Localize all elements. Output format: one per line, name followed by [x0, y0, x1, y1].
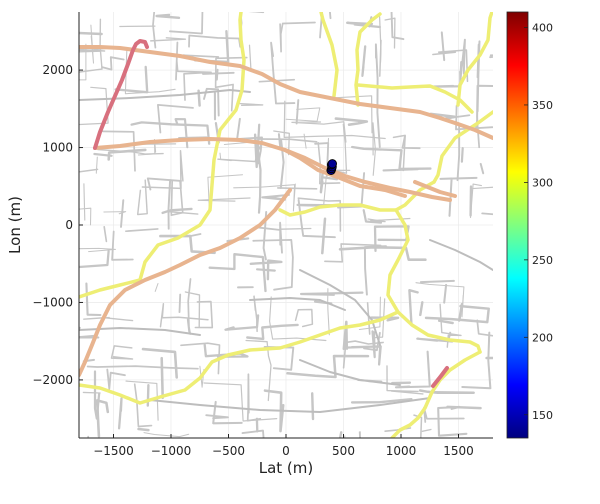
colorbar-tick-label: 150 [532, 409, 553, 422]
minor-road-path [220, 153, 221, 159]
x-tick-label: 1500 [443, 444, 474, 458]
minor-road-path [312, 393, 313, 419]
y-tick-label: 1000 [42, 141, 73, 155]
minor-road-path [281, 229, 311, 230]
minor-road-path [33, 327, 79, 379]
minor-road-path [83, 392, 100, 393]
x-tick-label: 1000 [386, 444, 417, 458]
colorbar-tick-label: 300 [532, 176, 553, 189]
data-point [328, 160, 336, 168]
x-tick-label: −1500 [93, 444, 134, 458]
y-tick-label: −1000 [32, 295, 73, 309]
minor-road-path [359, 432, 361, 464]
minor-road-path [257, 269, 275, 270]
colorbar: 150 200 250 300 350 400 [507, 12, 553, 438]
data-points [327, 160, 337, 175]
x-tick-labels: −1500 −1000 −500 0 500 1000 1500 [93, 444, 474, 458]
colorbar-tick-label: 350 [532, 99, 553, 112]
minor-road-path [162, 358, 163, 398]
colorbar-tick-label: 400 [532, 21, 553, 34]
minor-road-path [77, 33, 102, 34]
minor-road-path [139, 429, 149, 430]
y-tick-label: 0 [65, 218, 73, 232]
y-tick-label: −2000 [32, 373, 73, 387]
minor-road-path [180, 295, 181, 313]
minor-road-path [421, 281, 454, 282]
minor-road-path [462, 148, 463, 162]
minor-road-path [148, 385, 149, 405]
x-tick-label: −500 [212, 444, 245, 458]
colorbar-tick-label: 200 [532, 331, 553, 344]
y-tick-labels: −2000 −1000 0 1000 2000 [32, 63, 73, 387]
minor-road-path [217, 0, 263, 12]
minor-road-path [88, 437, 89, 461]
y-tick-label: 2000 [42, 63, 73, 77]
x-tick-label: 500 [332, 444, 355, 458]
minor-road-path [217, 70, 218, 80]
y-axis-label: Lon (m) [6, 196, 24, 254]
x-tick-label: 0 [282, 444, 290, 458]
colorbar-gradient [507, 12, 528, 438]
minor-road-path [278, 188, 317, 189]
x-tick-label: −1000 [151, 444, 192, 458]
x-axis-label: Lat (m) [259, 459, 314, 477]
colorbar-tick-label: 250 [532, 254, 553, 267]
